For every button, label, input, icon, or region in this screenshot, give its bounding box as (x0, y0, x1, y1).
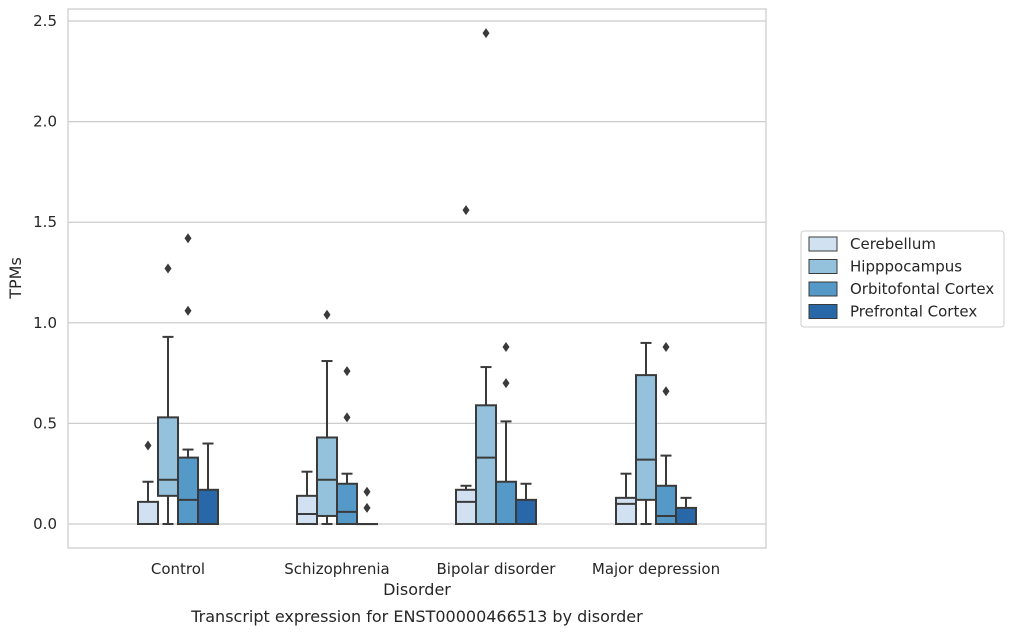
box-1-2 (475, 28, 497, 525)
box-body (296, 494, 318, 525)
legend-swatch (808, 236, 838, 252)
box-body (615, 496, 637, 525)
legend-swatch (808, 304, 838, 319)
box-0-3 (615, 472, 637, 525)
box-1-1 (316, 309, 338, 525)
box-body (655, 484, 677, 526)
y-tick-labels: 0.0 0.5 1.0 1.5 2.0 2.5 (33, 12, 57, 533)
x-tick-label: Bipolar disorder (437, 560, 557, 578)
box-0-1 (296, 470, 318, 525)
box-body (515, 498, 537, 525)
box-body (177, 456, 199, 526)
box-body (635, 374, 657, 501)
outlier-marker (462, 205, 470, 216)
x-axis-label: Disorder (383, 580, 451, 599)
y-tick-label: 0.0 (33, 515, 57, 533)
box-body (475, 404, 497, 525)
box-1-0 (157, 263, 179, 525)
y-tick-label: 2.5 (33, 12, 57, 30)
outlier-marker (363, 502, 371, 513)
outlier-marker (482, 28, 490, 39)
box-body (157, 416, 179, 497)
x-tick-label: Control (151, 560, 205, 578)
outlier-marker (164, 263, 172, 274)
outlier-marker (502, 341, 510, 352)
outlier-marker (343, 366, 351, 377)
box-series (137, 28, 697, 526)
legend-swatch (808, 281, 838, 297)
legend: Cerebellum Hipppocampus Orbitofontal Corte… (800, 230, 1005, 328)
box-3-1 (356, 486, 378, 526)
box-0-2 (455, 205, 477, 525)
box-1-3 (635, 341, 657, 525)
box-body (495, 480, 517, 525)
outlier-marker (343, 412, 351, 423)
box-3-2 (515, 482, 537, 525)
legend-swatch (808, 259, 838, 274)
legend-label: Cerebellum (850, 235, 936, 253)
legend-label: Prefrontal Cortex (850, 303, 977, 321)
x-tick-label: Major depression (592, 560, 720, 578)
legend-label: Hipppocampus (850, 258, 962, 276)
y-tick-label: 2.0 (33, 113, 57, 131)
box-2-3 (655, 341, 677, 526)
y-tick-label: 1.5 (33, 213, 57, 231)
box-3-3 (675, 496, 697, 525)
box-body (336, 482, 358, 526)
x-tick-labels: Control Schizophrenia Bipolar disorder Majo… (151, 560, 720, 578)
outlier-marker (184, 305, 192, 316)
box-body (675, 506, 697, 525)
outlier-marker (662, 341, 670, 352)
legend-frame (800, 230, 1005, 328)
box-body (197, 488, 219, 525)
box-body (316, 436, 338, 517)
outlier-marker (502, 378, 510, 389)
x-tick-label: Schizophrenia (284, 560, 389, 578)
outlier-marker (323, 309, 331, 320)
box-2-1 (336, 366, 358, 526)
chart-caption: Transcript expression for ENST0000046651… (190, 607, 643, 626)
y-tick-label: 0.5 (33, 414, 57, 432)
outlier-marker (144, 440, 152, 451)
outlier-marker (363, 486, 371, 497)
outlier-marker (184, 233, 192, 244)
box-3-0 (197, 442, 219, 525)
y-axis-label: TPMs (6, 257, 25, 300)
legend-label: Orbitofontal Cortex (850, 280, 994, 298)
box-0-0 (137, 440, 159, 526)
y-tick-label: 1.0 (33, 314, 57, 332)
outlier-marker (662, 386, 670, 397)
box-body (455, 488, 477, 525)
box-body (137, 500, 159, 526)
